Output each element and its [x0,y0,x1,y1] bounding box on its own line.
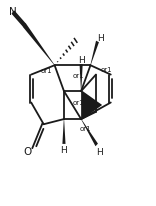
Text: H: H [97,34,104,43]
Polygon shape [80,65,83,92]
Text: O: O [23,146,31,156]
Text: H: H [60,145,67,154]
Text: or1: or1 [101,67,113,73]
Text: or1: or1 [40,68,52,74]
Polygon shape [81,92,101,119]
Text: N: N [9,7,16,17]
Polygon shape [23,24,55,66]
Text: or1: or1 [79,126,91,132]
Text: H: H [96,147,103,156]
Text: or1: or1 [73,72,85,78]
Polygon shape [62,119,66,144]
Text: H: H [78,55,85,64]
Polygon shape [81,119,98,146]
Polygon shape [90,41,99,66]
Text: or1: or1 [73,100,85,106]
